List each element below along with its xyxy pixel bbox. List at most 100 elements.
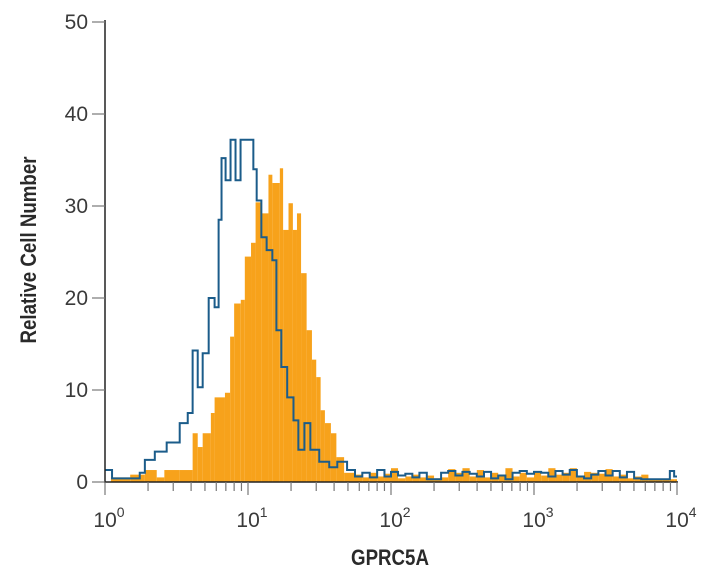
y-tick-label: 40 [65,103,88,126]
histogram-bin [398,478,406,482]
histogram-bin [455,472,463,482]
histogram-bin [224,392,231,482]
y-tick-label: 0 [76,471,88,494]
x-tick-exponent: 1 [260,504,268,520]
x-tick-exponent: 0 [117,504,125,520]
histogram-bin [197,447,203,482]
y-tick-label: 50 [65,11,88,34]
x-tick-base: 10 [93,509,116,532]
y-tick-label: 20 [65,287,88,310]
x-tick-labels: 100 101 102 103 104 [93,504,696,532]
x-tick-base: 10 [665,509,688,532]
histogram-bin [483,477,492,482]
x-tick-exponent: 2 [403,504,411,520]
x-tick-label: 103 [522,504,553,532]
histogram-bin [377,476,385,482]
x-tick-exponent: 4 [689,504,697,520]
x-tick-exponent: 3 [546,504,554,520]
histogram-bin [555,474,563,482]
y-tick-label: 10 [65,379,88,402]
histogram-bin [251,242,256,482]
histogram-bin [612,476,620,482]
histogram-bin [419,477,427,482]
histogram-bin [272,183,280,482]
histogram-bin [354,474,363,482]
histogram-bin [669,479,675,482]
histogram-bin [210,413,215,482]
histogram-bin [283,229,289,482]
filled-series [110,168,677,483]
x-tick-base: 10 [236,509,259,532]
x-tick-label: 101 [236,504,267,532]
histogram-bin [598,473,606,482]
histogram-bin [296,213,302,483]
x-tick-base: 10 [379,509,402,532]
histogram-bin [240,299,245,482]
x-tick-base: 10 [522,509,545,532]
histogram-bin [391,468,399,482]
histogram-bin [562,472,570,482]
histogram-bin [541,475,549,482]
histogram-bin [336,457,345,482]
histogram-bin [648,479,656,482]
histogram-bin [311,359,317,482]
histogram-bin [292,229,297,482]
histogram-bin [306,330,312,482]
histogram-bin [279,168,284,482]
histogram-bin [569,468,577,482]
histogram-bin [230,336,235,482]
histogram-bin [448,469,456,482]
histogram-bin [362,477,370,482]
x-tick-label: 100 [93,504,124,532]
histogram-bin [441,477,449,482]
histogram-bin [576,476,585,482]
y-tick-label: 30 [65,195,88,218]
histogram-bin [344,472,355,482]
y-tick-labels: 0 10 20 30 40 50 [65,11,88,494]
axes [92,20,678,495]
histogram-bin [505,468,513,482]
histogram-bin [261,213,269,483]
histogram-bin [320,410,325,482]
histogram-bin [179,470,193,482]
histogram-bin [548,468,556,482]
histogram-bin [324,423,331,482]
histogram-bin [214,397,225,482]
histogram-bin [202,433,211,482]
histogram-bin [626,478,635,482]
histogram-bin [584,471,592,482]
histogram-bin [164,470,180,482]
histogram-bin [469,476,477,482]
histogram-bin [512,476,520,482]
histogram-bin [144,470,157,482]
histogram-bin [244,256,252,482]
histogram-bin [156,477,165,482]
x-tick-label: 104 [665,504,696,532]
histogram-bin [301,273,307,482]
histogram-bin [330,433,337,482]
histogram-bin [255,202,262,482]
histogram-bin [110,477,131,482]
histogram-bin [384,473,391,482]
histogram-bin [234,303,241,482]
histogram-outline-line [105,138,677,481]
histogram-bin [534,470,542,482]
histogram-bin [526,477,534,482]
histogram-bin [674,479,677,482]
y-axis-title: Relative Cell Number [18,156,42,343]
histogram-bin [288,203,293,483]
x-axis-title: GPRC5A [351,547,429,571]
histogram-bin [662,479,670,482]
histogram-bin [498,474,506,482]
outline-series [105,138,677,481]
histogram-bin [405,476,413,482]
histogram-bin [192,433,198,482]
histogram-bin [268,174,273,482]
histogram-bin [316,377,321,482]
histogram-bin [462,468,470,482]
histogram-bin [591,472,599,482]
x-tick-label: 102 [379,504,410,532]
histogram-bin [655,479,663,482]
histogram-bin [519,472,527,482]
